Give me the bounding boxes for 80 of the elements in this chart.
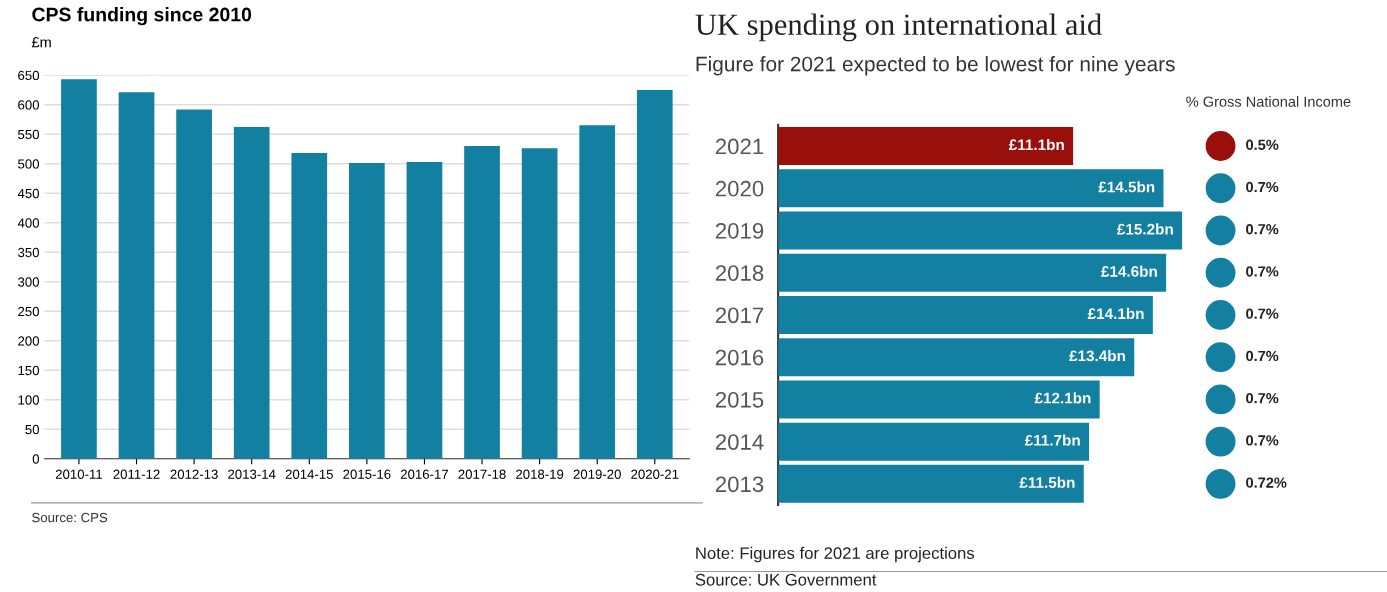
data-label: 0.72% [1246,477,1287,488]
chart-subtitle: Figure for 2021 expected to be lowest for nine years [696,56,1175,76]
y-tick-label: 200 [18,336,40,346]
bar [778,422,1090,461]
x-tick-label: 2012-13 [170,469,218,479]
bar [406,161,443,459]
y-tick-label: 650 [18,70,40,81]
y-tick-label: 2014 [715,434,764,450]
data-label: £12.1bn [1034,392,1091,404]
y-tick-label: 0 [32,454,40,464]
y-tick-label: 250 [18,306,40,317]
y-tick-label: 2020 [715,180,764,197]
x-tick-label: 2017-18 [458,469,506,479]
bar [61,79,97,459]
bar [464,146,500,459]
data-label: 0.7% [1246,181,1279,193]
data-label: 0.7% [1246,435,1279,446]
x-tick-label: 2011-12 [113,469,160,479]
y-tick-label: 600 [18,100,40,110]
data-label: £14.5bn [1098,181,1155,193]
y-tick-label: 450 [17,188,40,199]
bar [778,464,1084,503]
x-tick-label: 2016-17 [400,469,448,479]
bar [118,92,155,459]
bar [176,109,212,459]
bar [778,338,1135,377]
bar [778,211,1183,250]
text: Note: Figures for 2021 are projections [696,546,975,563]
data-label: 0.7% [1246,392,1279,404]
bar [778,380,1100,419]
data-label: 0.7% [1246,308,1279,319]
y-tick-label: 550 [18,129,40,140]
x-tick-label: 2018-19 [516,469,564,479]
data-label: 0.7% [1246,350,1279,362]
chart-title: CPS funding since 2010 [32,7,252,26]
bar [778,253,1167,292]
y-tick-label: 100 [18,395,40,405]
data-label: 0.7% [1246,224,1279,235]
x-tick-label: 2013-14 [228,469,276,479]
y-tick-label: 300 [18,277,40,287]
x-tick-label: 2014-15 [285,469,333,479]
bar [291,153,328,459]
data-label: 0.7% [1246,266,1279,277]
bar [349,163,385,459]
bar [636,89,673,459]
y-tick-label: 500 [18,159,40,169]
y-axis-title: £m [31,37,51,48]
y-tick-label: 2015 [715,391,764,408]
data-label: £14.6bn [1101,265,1157,277]
data-label: £15.2bn [1117,223,1173,235]
bar [778,295,1153,334]
source-note: Source: CPS [32,512,108,523]
data-label: 0.5% [1246,139,1279,150]
y-tick-label: 2019 [715,223,764,239]
bar [778,127,1074,166]
x-tick-label: 2015-16 [343,469,391,479]
y-tick-label: 2021 [715,138,764,155]
x-tick-label: 2010-11 [55,469,103,479]
data-label: £13.4bn [1069,350,1125,362]
bar [778,169,1164,208]
text: % Gross National Income [1186,96,1351,107]
y-tick-label: 2018 [715,265,764,281]
chart-title: UK spending on international aid [695,13,1102,42]
y-tick-label: 400 [17,218,40,228]
x-tick-label: 2020-21 [631,469,679,479]
y-tick-label: 2016 [715,349,764,366]
bar [579,125,616,459]
bar [521,148,558,459]
data-label: £11.7bn [1024,434,1080,446]
y-tick-label: 350 [18,247,40,258]
y-tick-label: 2017 [715,307,764,324]
x-tick-label: 2019-20 [573,469,621,479]
data-label: £14.1bn [1087,307,1144,320]
bar [233,127,270,459]
y-tick-label: 2013 [715,476,764,493]
data-label: £11.5bn [1019,476,1075,488]
y-tick-label: 50 [25,424,40,435]
source-note: Source: UK Government [695,573,877,586]
y-tick-label: 150 [18,365,40,376]
data-label: £11.1bn [1008,138,1064,151]
